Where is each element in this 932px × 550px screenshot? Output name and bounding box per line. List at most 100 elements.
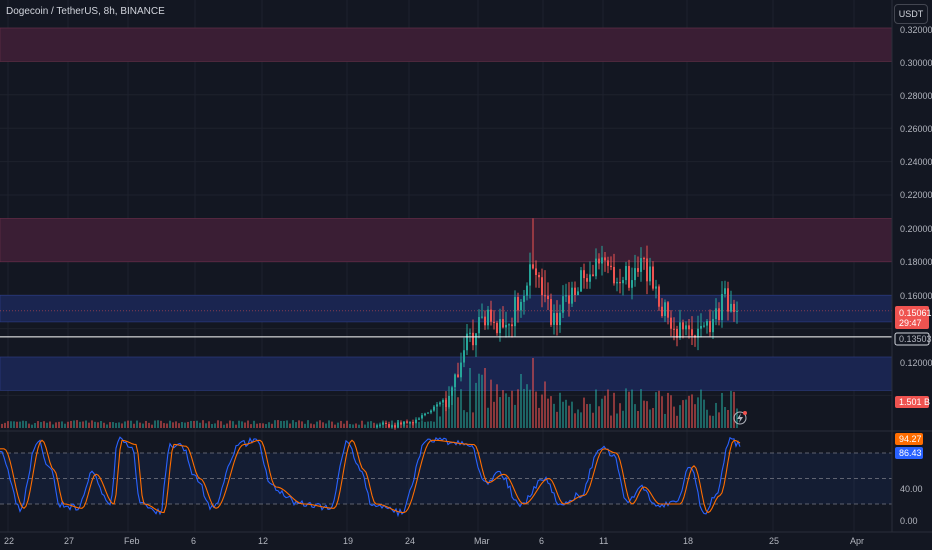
time-tick: 6	[539, 536, 544, 546]
volume-bar	[292, 420, 294, 428]
volume-bar	[169, 420, 171, 428]
volume-bar	[4, 422, 6, 428]
symbol-title[interactable]: Dogecoin / TetherUS, 8h, BINANCE	[6, 6, 165, 17]
volume-bar	[514, 404, 516, 428]
volume-bar	[697, 397, 699, 428]
volume-bar	[37, 421, 39, 428]
candle-body	[673, 328, 675, 330]
candle-body	[541, 277, 543, 296]
volume-bar	[217, 420, 219, 428]
volume-bar	[448, 396, 450, 428]
lightning-icon[interactable]	[733, 411, 747, 425]
volume-bar	[139, 422, 141, 428]
volume-bar	[550, 396, 552, 428]
candle-body	[703, 325, 705, 327]
volume-bar	[73, 420, 75, 428]
volume-bar	[166, 423, 168, 428]
candle-body	[571, 287, 573, 304]
candle-body	[622, 280, 624, 284]
volume-bar	[61, 421, 63, 428]
volume-bar	[322, 422, 324, 428]
time-tick: Mar	[474, 536, 490, 546]
volume-bar	[532, 358, 534, 428]
candle-body	[700, 325, 702, 329]
candle-body	[547, 295, 549, 300]
candle-body	[550, 299, 552, 325]
price-tick: 0.24000	[900, 157, 932, 167]
volume-bar	[283, 420, 285, 428]
stoch-d-line	[0, 439, 741, 514]
volume-bar	[340, 420, 342, 428]
volume-bar	[238, 420, 240, 428]
volume-bar	[622, 410, 624, 428]
volume-bar	[49, 421, 51, 428]
time-tick: 18	[683, 536, 693, 546]
volume-bar	[724, 406, 726, 428]
volume-bar	[277, 420, 279, 428]
volume-bar	[427, 421, 429, 428]
candle-body	[667, 302, 669, 318]
candle-body	[499, 319, 501, 334]
volume-bar	[598, 406, 600, 428]
volume-bar	[280, 420, 282, 428]
volume-bar	[481, 374, 483, 428]
volume-bar	[316, 421, 318, 428]
candle-body	[496, 322, 498, 334]
candle-body	[568, 295, 570, 304]
volume-bar	[31, 424, 33, 428]
candle-body	[589, 274, 591, 282]
candle-body	[430, 410, 432, 413]
volume-bar	[361, 420, 363, 428]
volume-bars	[1, 358, 738, 428]
horizontal-price-line[interactable]	[0, 310, 892, 338]
volume-bar	[451, 391, 453, 428]
volume-bar	[643, 400, 645, 428]
candle-body	[658, 286, 660, 307]
volume-bar	[523, 388, 525, 428]
stoch-axis[interactable]: 94.27 86.43 40.00 0.00	[895, 433, 923, 526]
volume-bar	[499, 397, 501, 428]
candle-body	[463, 350, 465, 363]
time-tick: 24	[405, 536, 415, 546]
candle-body	[457, 374, 459, 378]
time-axis[interactable]: 22 27 Feb 6 12 19 24 Mar 6 11 18 25 Apr	[4, 536, 864, 546]
volume-bar	[538, 407, 540, 428]
volume-bar	[298, 420, 300, 428]
volume-bar	[328, 420, 330, 428]
volume-bar	[592, 412, 594, 428]
line-price-value: 0.13503	[899, 334, 932, 344]
candle-body	[427, 412, 429, 414]
volume-bar	[202, 420, 204, 428]
volume-bar	[172, 422, 174, 428]
volume-bar	[583, 397, 585, 428]
candle-body	[634, 268, 636, 281]
price-tick: 0.22000	[900, 190, 932, 200]
candlesticks[interactable]	[376, 218, 738, 430]
volume-bar	[301, 421, 303, 428]
candle-body	[727, 288, 729, 312]
candle-body	[697, 328, 699, 338]
time-tick: Feb	[124, 536, 140, 546]
time-tick: 27	[64, 536, 74, 546]
volume-bar	[562, 401, 564, 428]
candle-body	[469, 332, 471, 334]
volume-bar	[175, 421, 177, 428]
candle-body	[484, 316, 486, 326]
volume-bar	[34, 422, 36, 428]
currency-button[interactable]: USDT	[894, 4, 928, 24]
volume-bar	[313, 424, 315, 428]
candle-body	[646, 258, 648, 282]
price-axis[interactable]: 0.32000 0.30000 0.28000 0.26000 0.24000 …	[900, 25, 932, 368]
volume-bar	[589, 403, 591, 428]
last-price-badge: 0.15061 29:47	[895, 306, 932, 329]
volume-bar	[43, 421, 45, 428]
candle-body	[517, 297, 519, 311]
volume-bar	[262, 423, 264, 428]
volume-bar	[163, 423, 165, 428]
candle-body	[502, 319, 504, 328]
candle-body	[604, 257, 606, 261]
stoch-d-badge	[895, 447, 923, 459]
volume-bar	[265, 424, 267, 428]
